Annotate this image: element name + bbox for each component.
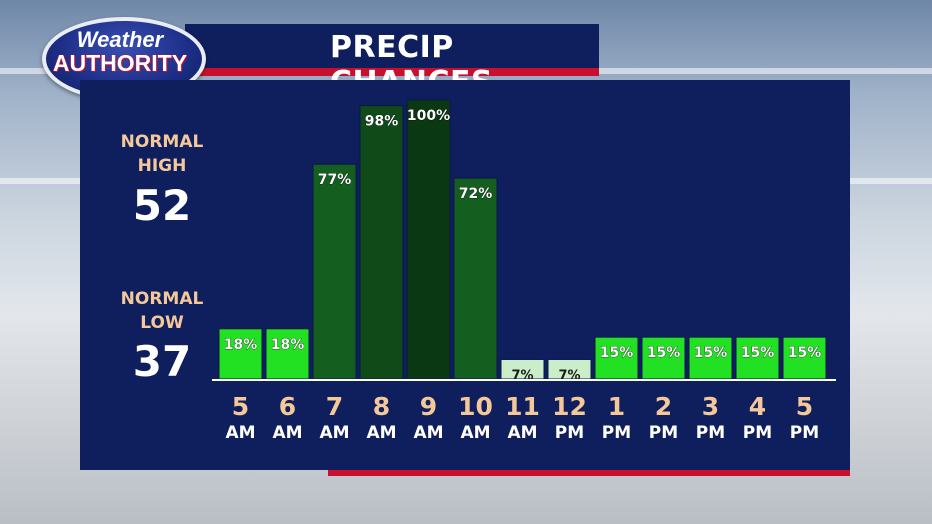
bar-5-am — [218, 328, 263, 380]
x-tick-hour-label: 9 — [420, 392, 437, 421]
bar-value-label: 100% — [407, 108, 450, 124]
logo-text-authority: AUTHORITY — [52, 50, 188, 76]
x-tick-hour-label: 2 — [655, 392, 672, 421]
x-tick-period-label: AM — [507, 423, 537, 443]
x-tick-period-label: PM — [555, 423, 584, 443]
x-tick-hour-label: 4 — [749, 392, 766, 421]
bar-value-label: 72% — [459, 186, 493, 202]
bar-value-label: 15% — [788, 345, 822, 361]
normal-high-label-line1: NORMAL — [120, 132, 204, 152]
normal-low-label-line1: NORMAL — [120, 289, 204, 309]
bar-value-label: 15% — [741, 345, 775, 361]
x-tick-period-label: PM — [602, 423, 631, 443]
x-tick-hour-label: 8 — [373, 392, 390, 421]
bar-2-pm — [641, 336, 686, 380]
bar-8-am — [359, 105, 404, 380]
x-tick-period-label: AM — [460, 423, 490, 443]
panel-accent-bar — [328, 470, 850, 476]
x-tick-period-label: AM — [225, 423, 255, 443]
x-tick-period-label: PM — [696, 423, 725, 443]
bar-value-label: 15% — [600, 345, 634, 361]
bar-3-pm — [688, 336, 733, 380]
x-tick-hour-label: 12 — [552, 392, 587, 421]
normal-high-label-line2: HIGH — [137, 156, 187, 176]
bar-10-am — [453, 177, 498, 380]
bar-value-label: 15% — [694, 345, 728, 361]
x-tick-hour-label: 1 — [608, 392, 625, 421]
logo-text-weather: Weather — [76, 27, 164, 52]
x-tick-hour-label: 7 — [326, 392, 343, 421]
title-bar — [185, 24, 599, 76]
x-tick-period-label: AM — [319, 423, 349, 443]
bar-value-label: 7% — [558, 368, 580, 383]
x-tick-hour-label: 10 — [458, 392, 493, 421]
x-tick-period-label: PM — [649, 423, 678, 443]
bar-value-label: 18% — [271, 337, 305, 353]
bar-value-label: 77% — [318, 172, 352, 188]
x-tick-period-label: PM — [743, 423, 772, 443]
bar-value-label: 18% — [224, 337, 258, 353]
x-tick-period-label: AM — [413, 423, 443, 443]
x-tick-hour-label: 5 — [796, 392, 813, 421]
x-tick-period-label: AM — [272, 423, 302, 443]
bar-1-pm — [594, 336, 639, 380]
normal-high-value: 52 — [132, 181, 192, 230]
x-tick-period-label: AM — [366, 423, 396, 443]
x-tick-hour-label: 5 — [232, 392, 249, 421]
x-tick-hour-label: 11 — [505, 392, 540, 421]
normal-low-label-line2: LOW — [140, 313, 184, 333]
bar-9-am — [406, 99, 451, 380]
bar-value-label: 98% — [365, 114, 399, 130]
bar-7-am — [312, 163, 357, 380]
x-tick-hour-label: 6 — [279, 392, 296, 421]
x-tick-hour-label: 3 — [702, 392, 719, 421]
normal-low-value: 37 — [132, 337, 192, 386]
bar-value-label: 15% — [647, 345, 681, 361]
x-tick-period-label: PM — [790, 423, 819, 443]
bar-value-label: 7% — [511, 368, 533, 383]
